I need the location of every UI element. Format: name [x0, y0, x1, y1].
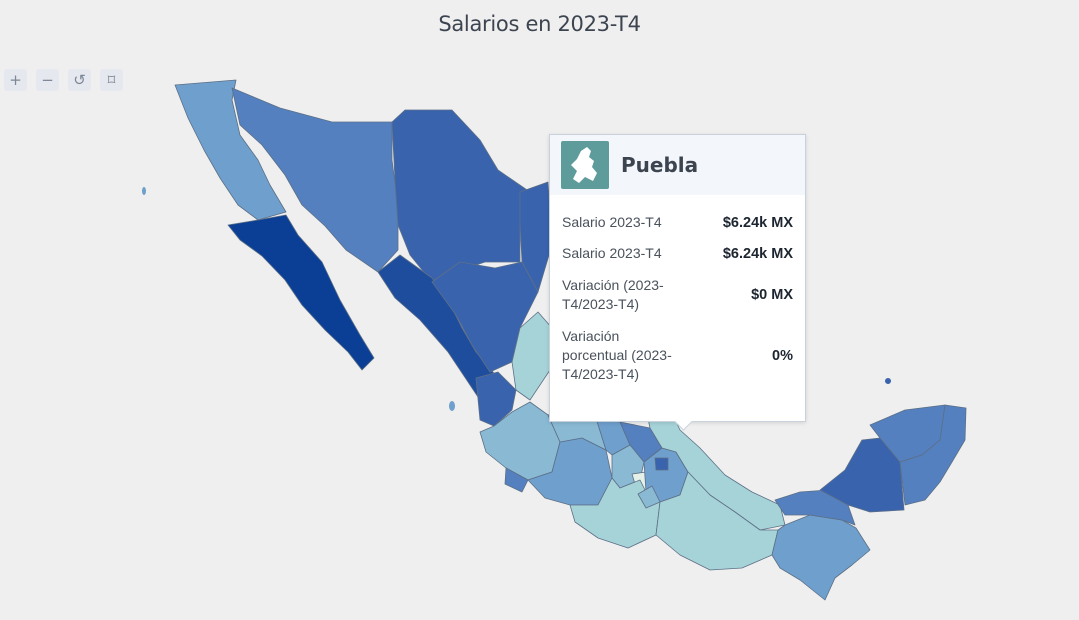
region-quintana-roo[interactable]: [899, 404, 967, 506]
region-michoacan[interactable]: [527, 437, 613, 506]
tooltip-row-salario: Salario 2023-T4 $6.24k MX: [562, 213, 793, 232]
fullscreen-button[interactable]: ⌑: [100, 69, 123, 91]
region-veracruz[interactable]: [639, 379, 786, 531]
tooltip-label: Variación porcentual (2023-T4/2023-T4): [562, 328, 672, 382]
zoom-out-button[interactable]: −: [36, 69, 59, 91]
region-nayarit[interactable]: [475, 371, 517, 427]
tooltip-header: Puebla: [550, 135, 805, 195]
region-colima[interactable]: [504, 467, 529, 493]
tooltip-value: $6.24k MX: [722, 214, 793, 231]
region-chiapas[interactable]: [771, 514, 871, 601]
tooltip-row-salario-compare: Salario 2023-T4 $6.24k MX: [562, 244, 793, 263]
map-title: Salarios en 2023-T4: [438, 12, 641, 36]
region-chihuahua[interactable]: [391, 109, 531, 283]
tooltip-value: $0 MX: [751, 287, 793, 303]
region-oaxaca[interactable]: [655, 471, 779, 571]
state-tooltip: Puebla Salario 2023-T4 $6.24k MX Salario…: [549, 134, 806, 431]
map-controls: + − ↺ ⌑: [4, 69, 123, 91]
island-cozumel: [885, 378, 891, 384]
tooltip-state-name: Puebla: [621, 153, 699, 177]
region-baja-california-sur[interactable]: [227, 214, 375, 371]
puebla-state-icon: [561, 141, 609, 189]
tooltip-row-variacion: Variación (2023-T4/2023-T4) $0 MX: [562, 276, 793, 314]
tooltip-label: Salario 2023-T4: [562, 214, 662, 230]
region-baja-california[interactable]: [174, 79, 287, 221]
island-marias: [449, 401, 455, 411]
tooltip-label: Salario 2023-T4: [562, 245, 662, 261]
reset-view-button[interactable]: ↺: [68, 69, 91, 91]
tooltip-value: 0%: [772, 347, 793, 364]
region-tabasco[interactable]: [774, 489, 856, 526]
tooltip-label: Variación (2023-T4/2023-T4): [562, 277, 664, 312]
region-tlaxcala[interactable]: [654, 457, 669, 471]
island-guadalupe: [142, 187, 146, 195]
zoom-in-button[interactable]: +: [4, 69, 27, 91]
tooltip-value: $6.24k MX: [722, 245, 793, 262]
tooltip-row-variacion-porcentual: Variación porcentual (2023-T4/2023-T4) 0…: [562, 327, 793, 384]
